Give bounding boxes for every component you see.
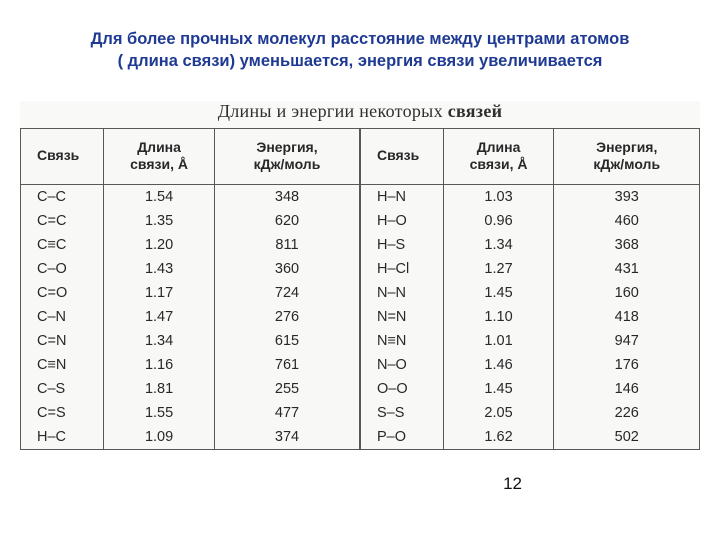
- energy-cell: 615: [214, 329, 360, 353]
- energy-cell: 348: [214, 184, 360, 209]
- col-length-left: Длинасвязи, Å: [104, 128, 215, 184]
- table-row: C=S1.55477S–S2.05226: [21, 401, 700, 425]
- length-cell: 1.55: [104, 401, 215, 425]
- bond-cell: C≡N: [21, 353, 104, 377]
- table-row: C=O1.17724N–N1.45160: [21, 281, 700, 305]
- energy-cell: 460: [554, 209, 700, 233]
- table-caption: Длины и энергии некоторых связей: [20, 101, 700, 122]
- table-row: C≡N1.16761N–O1.46176: [21, 353, 700, 377]
- bond-cell: C–O: [21, 257, 104, 281]
- energy-cell: 477: [214, 401, 360, 425]
- length-cell: 1.27: [443, 257, 554, 281]
- bond-cell: H–Cl: [360, 257, 443, 281]
- table-row: C–N1.47276N=N1.10418: [21, 305, 700, 329]
- length-cell: 0.96: [443, 209, 554, 233]
- bond-table-region: Длины и энергии некоторых связей Связь Д…: [20, 101, 700, 450]
- col-energy-right: Энергия,кДж/моль: [554, 128, 700, 184]
- energy-cell: 393: [554, 184, 700, 209]
- bond-cell: C=C: [21, 209, 104, 233]
- energy-cell: 276: [214, 305, 360, 329]
- col-energy-left: Энергия,кДж/моль: [214, 128, 360, 184]
- table-row: H–C1.09374P–O1.62502: [21, 425, 700, 450]
- length-cell: 1.10: [443, 305, 554, 329]
- length-cell: 1.34: [443, 233, 554, 257]
- table-row: C≡C1.20811H–S1.34368: [21, 233, 700, 257]
- bond-cell: H–O: [360, 209, 443, 233]
- length-cell: 1.43: [104, 257, 215, 281]
- bond-cell: H–S: [360, 233, 443, 257]
- length-cell: 1.45: [443, 281, 554, 305]
- bond-cell: N–O: [360, 353, 443, 377]
- bond-cell: P–O: [360, 425, 443, 450]
- length-cell: 1.81: [104, 377, 215, 401]
- bond-cell: C=N: [21, 329, 104, 353]
- bond-cell: H–C: [21, 425, 104, 450]
- energy-cell: 502: [554, 425, 700, 450]
- energy-cell: 947: [554, 329, 700, 353]
- heading-line-1: Для более прочных молекул расстояние меж…: [91, 30, 630, 48]
- caption-text: Длины и энергии некоторых: [218, 101, 448, 121]
- col-bond-left: Связь: [21, 128, 104, 184]
- energy-cell: 176: [554, 353, 700, 377]
- length-cell: 2.05: [443, 401, 554, 425]
- length-cell: 1.03: [443, 184, 554, 209]
- col-length-right: Длинасвязи, Å: [443, 128, 554, 184]
- length-cell: 1.62: [443, 425, 554, 450]
- table-row: C–S1.81255O–O1.45146: [21, 377, 700, 401]
- length-cell: 1.46: [443, 353, 554, 377]
- page-number: 12: [503, 474, 522, 494]
- energy-cell: 368: [554, 233, 700, 257]
- table-header-row: Связь Длинасвязи, Å Энергия,кДж/моль Свя…: [21, 128, 700, 184]
- energy-cell: 255: [214, 377, 360, 401]
- energy-cell: 811: [214, 233, 360, 257]
- bond-cell: S–S: [360, 401, 443, 425]
- bond-cell: C=S: [21, 401, 104, 425]
- heading-line-2: ( длина связи) уменьшается, энергия связ…: [118, 52, 603, 70]
- bond-cell: N≡N: [360, 329, 443, 353]
- energy-cell: 418: [554, 305, 700, 329]
- length-cell: 1.09: [104, 425, 215, 450]
- bond-cell: C–C: [21, 184, 104, 209]
- table-row: C–O1.43360H–Cl1.27431: [21, 257, 700, 281]
- bond-cell: N–N: [360, 281, 443, 305]
- col-bond-right: Связь: [360, 128, 443, 184]
- length-cell: 1.17: [104, 281, 215, 305]
- caption-bold: связей: [448, 101, 503, 121]
- bond-cell: C–N: [21, 305, 104, 329]
- length-cell: 1.01: [443, 329, 554, 353]
- table-body: C–C1.54348H–N1.03393C=C1.35620H–O0.96460…: [21, 184, 700, 449]
- table-row: C=N1.34615N≡N1.01947: [21, 329, 700, 353]
- bond-lengths-energies-table: Связь Длинасвязи, Å Энергия,кДж/моль Свя…: [20, 128, 700, 450]
- length-cell: 1.35: [104, 209, 215, 233]
- bond-cell: C=O: [21, 281, 104, 305]
- length-cell: 1.45: [443, 377, 554, 401]
- bond-cell: N=N: [360, 305, 443, 329]
- length-cell: 1.47: [104, 305, 215, 329]
- energy-cell: 761: [214, 353, 360, 377]
- page-heading: Для более прочных молекул расстояние меж…: [0, 0, 720, 73]
- length-cell: 1.20: [104, 233, 215, 257]
- energy-cell: 431: [554, 257, 700, 281]
- energy-cell: 360: [214, 257, 360, 281]
- table-row: C–C1.54348H–N1.03393: [21, 184, 700, 209]
- table-row: C=C1.35620H–O0.96460: [21, 209, 700, 233]
- length-cell: 1.34: [104, 329, 215, 353]
- bond-cell: C≡C: [21, 233, 104, 257]
- length-cell: 1.54: [104, 184, 215, 209]
- length-cell: 1.16: [104, 353, 215, 377]
- bond-cell: C–S: [21, 377, 104, 401]
- energy-cell: 374: [214, 425, 360, 450]
- energy-cell: 724: [214, 281, 360, 305]
- energy-cell: 146: [554, 377, 700, 401]
- bond-cell: O–O: [360, 377, 443, 401]
- bond-cell: H–N: [360, 184, 443, 209]
- energy-cell: 160: [554, 281, 700, 305]
- energy-cell: 620: [214, 209, 360, 233]
- energy-cell: 226: [554, 401, 700, 425]
